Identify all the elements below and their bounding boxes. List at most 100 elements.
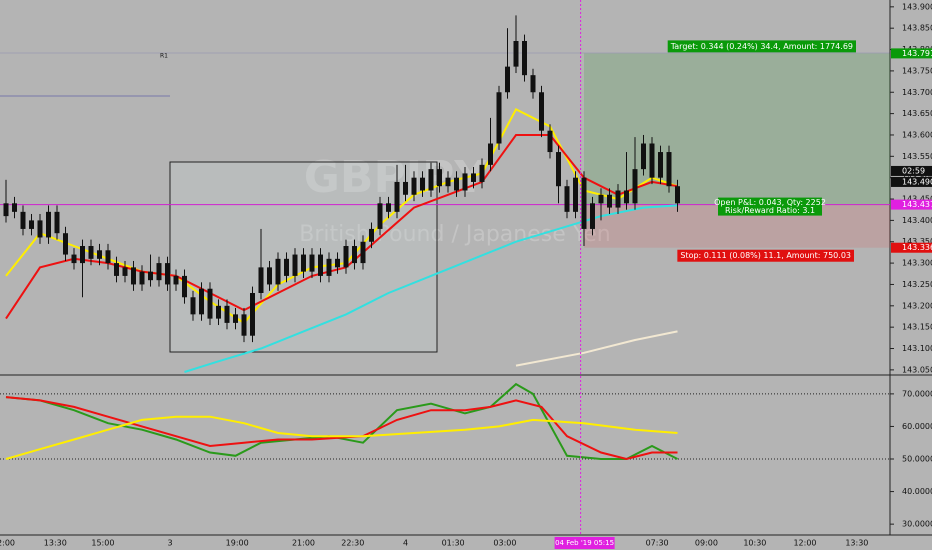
indicator-line xyxy=(5,396,678,461)
y-tick-label: 143.350 xyxy=(902,237,932,246)
trade-label-bg xyxy=(677,249,854,262)
candle-body xyxy=(632,169,638,204)
x-tick-label: 03:00 xyxy=(493,539,516,548)
countdown: 02:59 xyxy=(902,166,925,175)
y-tick-label: 40.0000 xyxy=(902,487,932,496)
candle-body xyxy=(165,263,171,285)
candle-body xyxy=(301,254,307,272)
candle-body xyxy=(573,177,579,212)
candle-body xyxy=(428,169,434,191)
candle-body xyxy=(20,211,26,229)
candle-body xyxy=(71,254,77,264)
candle-body xyxy=(675,186,681,204)
candle-body xyxy=(394,181,400,212)
candle-body xyxy=(63,233,69,255)
candle-body xyxy=(666,152,672,187)
trade-label: Target: 0.344 (0.24%) 34.4, Amount: 1774… xyxy=(670,42,853,51)
drawing-box xyxy=(169,161,438,353)
y-tick-label: 60.0000 xyxy=(902,422,932,431)
y-tick-label: 70.0000 xyxy=(902,389,932,398)
x-tick-label: 13:30 xyxy=(845,539,868,548)
candle-body xyxy=(462,173,468,191)
candle-body xyxy=(233,314,239,323)
candle-body xyxy=(335,258,341,268)
price-tag-label: 143.336 xyxy=(902,243,932,252)
candle-body xyxy=(343,246,349,268)
candle-body xyxy=(564,186,570,212)
candle-body xyxy=(292,254,298,276)
pivot-label: R1 xyxy=(160,53,168,60)
indicator-line xyxy=(5,382,678,460)
candle-body xyxy=(46,211,52,238)
x-tick-label: 2:00 xyxy=(0,539,15,548)
candle-body xyxy=(556,152,562,187)
candle-body xyxy=(29,220,35,229)
candle-body xyxy=(148,271,154,281)
y-tick-label: 143.250 xyxy=(902,280,932,289)
y-tick-label: 143.200 xyxy=(902,301,932,310)
crosshair-label-bg xyxy=(554,537,615,549)
y-tick-label: 143.750 xyxy=(902,66,932,75)
candle-body xyxy=(581,177,587,229)
y-tick-label: 143.400 xyxy=(902,216,932,225)
candle-body xyxy=(377,203,383,229)
x-tick-label: 3 xyxy=(168,539,173,548)
candle-body xyxy=(590,203,596,229)
candle-body xyxy=(369,228,375,242)
rr-label: Risk/Reward Ratio: 3.1 xyxy=(725,206,815,215)
crosshair-label: 04 Feb '19 05:15 xyxy=(555,539,614,547)
candle-body xyxy=(403,181,409,195)
candle-body xyxy=(216,305,222,319)
candle-body xyxy=(267,267,273,285)
candle-body xyxy=(3,203,9,217)
candle-body xyxy=(471,173,477,182)
x-tick-label: 10:30 xyxy=(743,539,766,548)
x-tick-label: 12:00 xyxy=(793,539,816,548)
candle-body xyxy=(224,305,230,323)
price-tag xyxy=(891,199,932,210)
watermark-subtitle: British Pound / Japanese Yen xyxy=(299,222,610,247)
price-tag xyxy=(891,48,932,59)
candle-body xyxy=(505,66,511,93)
candle-body xyxy=(80,246,86,264)
candle-body xyxy=(539,92,545,131)
candle-body xyxy=(207,288,213,319)
trade-label: Stop: 0.111 (0.08%) 11.1, Amount: 750.03 xyxy=(680,251,851,260)
price-tag xyxy=(891,176,932,187)
candle-body xyxy=(615,190,621,208)
indicator-line xyxy=(5,415,678,460)
candle-body xyxy=(114,263,120,276)
candle-body xyxy=(199,288,205,315)
candle-body xyxy=(318,254,324,276)
price-tag-label: 143.490 xyxy=(902,177,932,186)
candle-body xyxy=(173,275,179,285)
candle-body xyxy=(658,152,664,178)
candle-body xyxy=(624,190,630,204)
candle-body xyxy=(598,194,604,204)
candle-body xyxy=(607,194,613,208)
candle-body xyxy=(496,92,502,144)
candle-body xyxy=(411,177,417,195)
candle-body xyxy=(649,143,655,178)
y-tick-label: 143.600 xyxy=(902,130,932,139)
candle-body xyxy=(105,250,111,264)
y-tick-label: 30.0000 xyxy=(902,520,932,529)
x-tick-label: 09:00 xyxy=(695,539,718,548)
candle-body xyxy=(641,143,647,170)
candle-body xyxy=(437,169,443,187)
y-tick-label: 50.0000 xyxy=(902,455,932,464)
candle-body xyxy=(131,267,137,285)
y-tick-label: 143.850 xyxy=(902,24,932,33)
candle-body xyxy=(420,177,426,191)
y-tick-label: 143.550 xyxy=(902,152,932,161)
candle-body xyxy=(360,241,366,264)
candle-body xyxy=(241,314,247,336)
candle-body xyxy=(547,130,553,153)
candle-body xyxy=(12,203,18,212)
candle-body xyxy=(454,177,460,191)
x-tick-label: 01:30 xyxy=(442,539,465,548)
y-tick-label: 143.450 xyxy=(902,195,932,204)
